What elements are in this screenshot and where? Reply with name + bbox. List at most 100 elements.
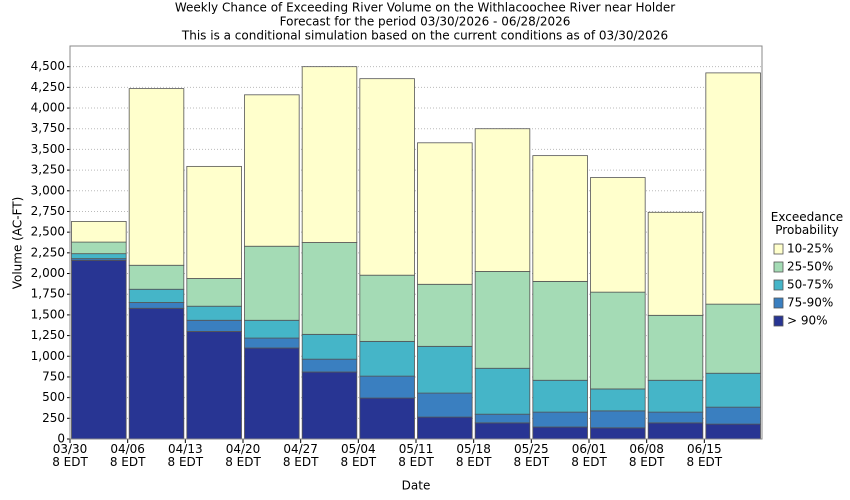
legend-label: 25-50% (787, 260, 833, 274)
bar-segment (186, 319, 242, 332)
bar-segment (590, 427, 646, 440)
bar-segment (705, 406, 761, 425)
bar-segment (128, 264, 185, 290)
bar-segment (128, 302, 185, 309)
y-tick-label: 3,000 (31, 183, 65, 197)
x-tick-label: 06/15 8 EDT (686, 443, 723, 469)
x-tick-label-box: 05/11 8 EDT (398, 443, 434, 469)
x-tick-label-box: 06/01 8 EDT (571, 443, 607, 469)
y-tick-label: 500 (42, 390, 65, 404)
x-tick-label: 06/01 8 EDT (571, 443, 607, 469)
bar-segment (186, 278, 242, 307)
bar-segment (417, 392, 473, 418)
bar-segment (71, 221, 127, 243)
bar-segment (244, 245, 300, 321)
x-tick-label-box: 05/04 8 EDT (340, 443, 377, 469)
bar-segment (71, 259, 127, 440)
title-line: Forecast for the period 03/30/2026 - 06/… (280, 15, 571, 29)
x-axis-label: Date (402, 479, 431, 493)
bar-segment (647, 411, 704, 424)
plot-border (69, 45, 763, 440)
legend-label: 75-90% (787, 296, 833, 310)
bar-segment (647, 211, 704, 316)
legend-title-box: Exceedance Probability (770, 211, 844, 237)
x-tick-label-box: 06/15 8 EDT (686, 443, 723, 469)
x-tick-label-box: 03/30 8 EDT (52, 443, 88, 469)
bar-segment (71, 241, 127, 255)
legend-title: Exceedance Probability (770, 211, 844, 237)
plot-area (70, 46, 762, 439)
bar-segment (417, 283, 473, 347)
legend-swatch (773, 315, 784, 327)
x-tick-label: 05/11 8 EDT (398, 443, 434, 469)
bar-segment (128, 88, 185, 266)
bar-segment (301, 66, 358, 243)
y-tick-label: 1,750 (31, 287, 65, 301)
bar-segment (128, 307, 185, 440)
bar-segment (244, 94, 300, 247)
x-tick-label: 06/08 8 EDT (628, 443, 665, 469)
y-tick-label: 1,500 (31, 307, 65, 321)
y-tick-label: 4,250 (31, 80, 65, 94)
x-tick-label: 03/30 8 EDT (52, 443, 88, 469)
y-tick-label: 2,250 (31, 245, 65, 259)
legend-label: 50-75% (787, 278, 833, 292)
y-tick-label: 4,500 (31, 59, 65, 73)
bar-segment (705, 372, 761, 408)
bar-segment (301, 333, 358, 360)
bar-segment (359, 78, 415, 276)
bar-segment (244, 337, 300, 349)
bar-segment (244, 347, 300, 440)
bar-segment (359, 274, 415, 342)
bar-segment (474, 367, 531, 415)
legend-swatch (773, 243, 784, 255)
bar-segment (705, 423, 761, 440)
title-line: This is a conditional simulation based o… (181, 29, 668, 43)
bar-segment (359, 397, 415, 440)
bar-segment (417, 345, 473, 394)
bar-segment (186, 305, 242, 321)
bar-segment (359, 375, 415, 399)
bar-segment (244, 319, 300, 339)
x-tick-label: 04/13 8 EDT (167, 443, 204, 469)
x-tick-label-box: 04/27 8 EDT (282, 443, 319, 469)
y-tick-label: 3,750 (31, 121, 65, 135)
bar-segment (590, 291, 646, 390)
y-tick-label: 1,250 (31, 328, 65, 342)
x-tick-label-box: 04/20 8 EDT (225, 443, 261, 469)
bar-segment (474, 128, 531, 272)
x-tick-label-box: 04/06 8 EDT (110, 443, 146, 469)
bar-segment (590, 177, 646, 293)
y-tick-label: 250 (42, 411, 65, 425)
y-tick-label: 750 (42, 369, 65, 383)
legend-swatch (773, 279, 784, 291)
bar-segment (186, 331, 242, 440)
x-tick-label-box: 04/13 8 EDT (167, 443, 204, 469)
bar-segment (474, 422, 531, 440)
y-tick-label: 0 (57, 432, 65, 446)
bar-segment (647, 314, 704, 381)
legend-label: > 90% (787, 314, 828, 328)
bar-segment (417, 142, 473, 285)
bar-segment (301, 242, 358, 335)
bar-segment (128, 288, 185, 303)
y-tick-label: 1,000 (31, 349, 65, 363)
x-tick-label: 04/27 8 EDT (282, 443, 319, 469)
legend-swatch (773, 261, 784, 273)
bar-segment (532, 155, 588, 282)
bar-segment (532, 379, 588, 413)
bar-segment (647, 379, 704, 413)
bar-segment (359, 340, 415, 377)
y-axis-label: Volume (AC-FT) (11, 197, 25, 290)
bar-segment (532, 426, 588, 440)
bar-segment (647, 422, 704, 440)
bar-segment (590, 388, 646, 412)
bar-segment (301, 358, 358, 373)
x-tick-label: 05/04 8 EDT (340, 443, 377, 469)
bar-segment (532, 280, 588, 381)
x-tick-label-box: 05/18 8 EDT (456, 443, 492, 469)
x-tick-label-box: 05/25 8 EDT (514, 443, 550, 469)
y-tick-label: 4,000 (31, 101, 65, 115)
y-tick-label: 2,750 (31, 204, 65, 218)
